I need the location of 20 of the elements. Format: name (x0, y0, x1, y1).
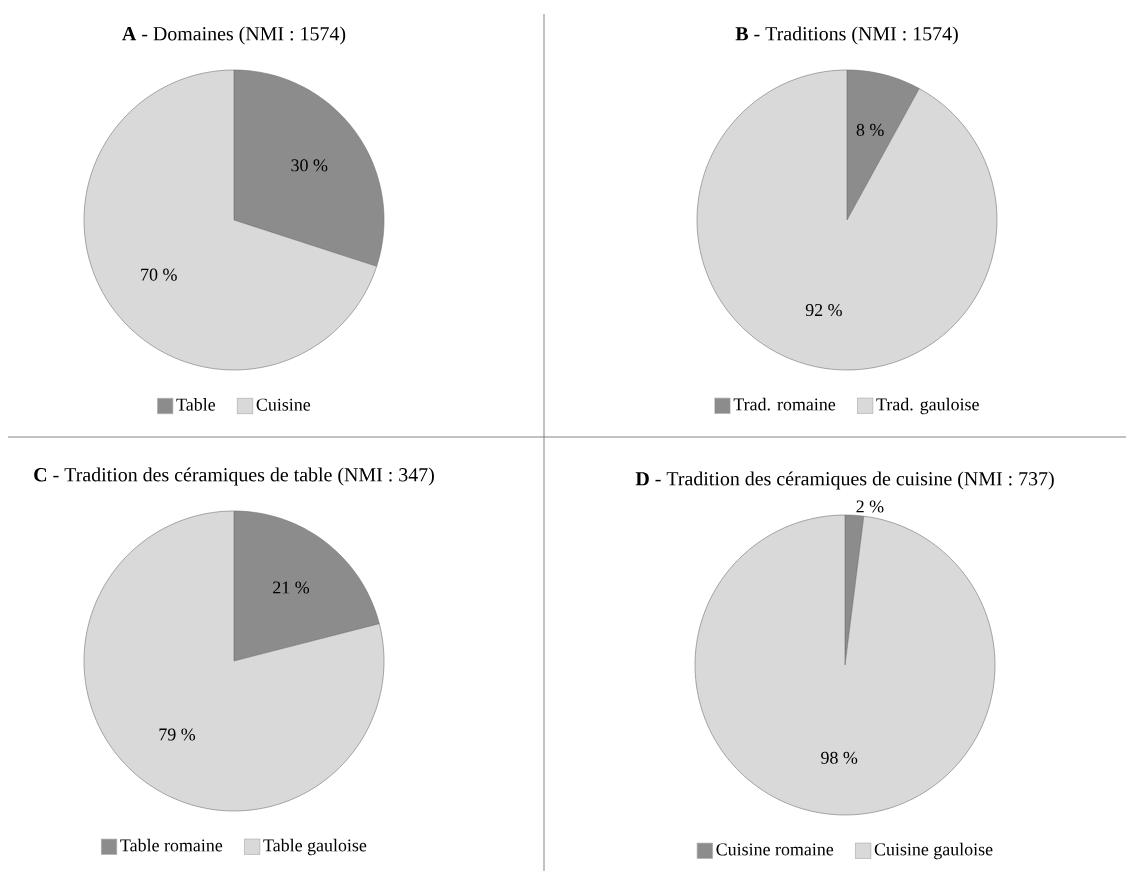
data-label: 21 % (273, 581, 310, 594)
data-label: 70 % (141, 268, 177, 281)
legend-label: Cuisine gauloise (874, 842, 993, 859)
data-label: 92 % (805, 303, 842, 316)
legend-label: Cuisine (256, 398, 311, 411)
legend-label: Cuisine romaine (716, 843, 834, 856)
chart-title: B - Traditions (NMI : 1574) (735, 26, 958, 45)
legend-label: Trad. romaine (733, 397, 836, 411)
legend-label: Trad. gauloise (876, 397, 979, 414)
chart-title: A - Domaines (NMI : 1574) (122, 26, 346, 45)
legend-label: Table (176, 397, 216, 411)
legend-label: Table romaine (120, 838, 223, 852)
chart-title: C - Tradition des céramiques de table (NMI : 347) (34, 467, 434, 486)
data-label: 30 % (291, 159, 328, 172)
data-label: 2 % (856, 500, 884, 513)
data-label: 8 % (856, 123, 884, 136)
data-label: 98 % (821, 751, 858, 764)
legend-label: Table gauloise (263, 838, 367, 855)
data-label: 79 % (159, 728, 196, 741)
chart-title: D - Tradition des céramiques de cuisine (NMI : 737) (635, 471, 1054, 490)
